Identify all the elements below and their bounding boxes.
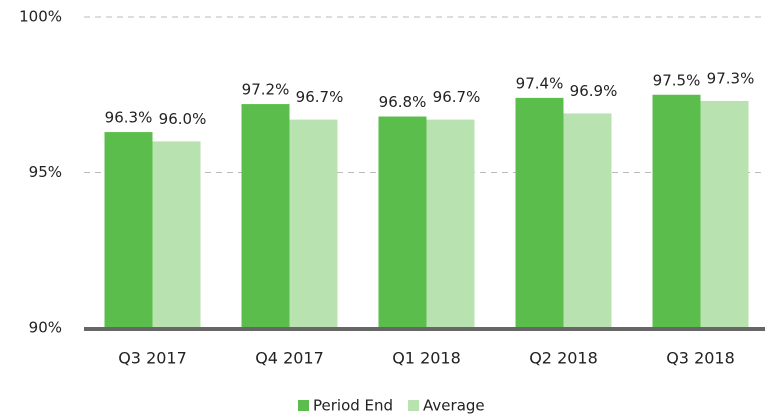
bar [515, 97, 564, 328]
data-label: 97.3% [707, 69, 755, 87]
x-tick-label: Q3 2017 [118, 349, 187, 368]
bar [152, 141, 201, 328]
y-tick-label: 95% [29, 163, 62, 181]
data-label: 96.0% [159, 110, 207, 128]
data-label: 96.8% [379, 93, 427, 111]
x-tick-label: Q4 2017 [255, 349, 324, 368]
bar [563, 113, 612, 328]
data-label: 97.4% [516, 74, 564, 92]
bar [104, 132, 153, 328]
x-tick-label: Q3 2018 [666, 349, 735, 368]
legend-swatch [408, 400, 420, 411]
bar [700, 100, 749, 328]
bar [241, 104, 290, 328]
legend-swatch [298, 400, 309, 411]
data-label: 97.5% [653, 71, 701, 89]
data-label: 96.7% [296, 88, 344, 106]
x-tick-label: Q1 2018 [392, 349, 461, 368]
bar [378, 116, 427, 329]
bar [426, 119, 475, 328]
x-tick-label: Q2 2018 [529, 349, 598, 368]
data-label: 97.2% [242, 81, 290, 99]
data-label: 96.9% [570, 82, 618, 100]
y-tick-label: 100% [19, 8, 62, 26]
bar [652, 94, 701, 328]
bar [289, 119, 338, 328]
data-label: 96.3% [105, 109, 153, 127]
legend-label: Average [423, 397, 485, 415]
legend-label: Period End [313, 397, 393, 415]
y-tick-label: 90% [29, 319, 62, 337]
data-label: 96.7% [433, 88, 481, 106]
